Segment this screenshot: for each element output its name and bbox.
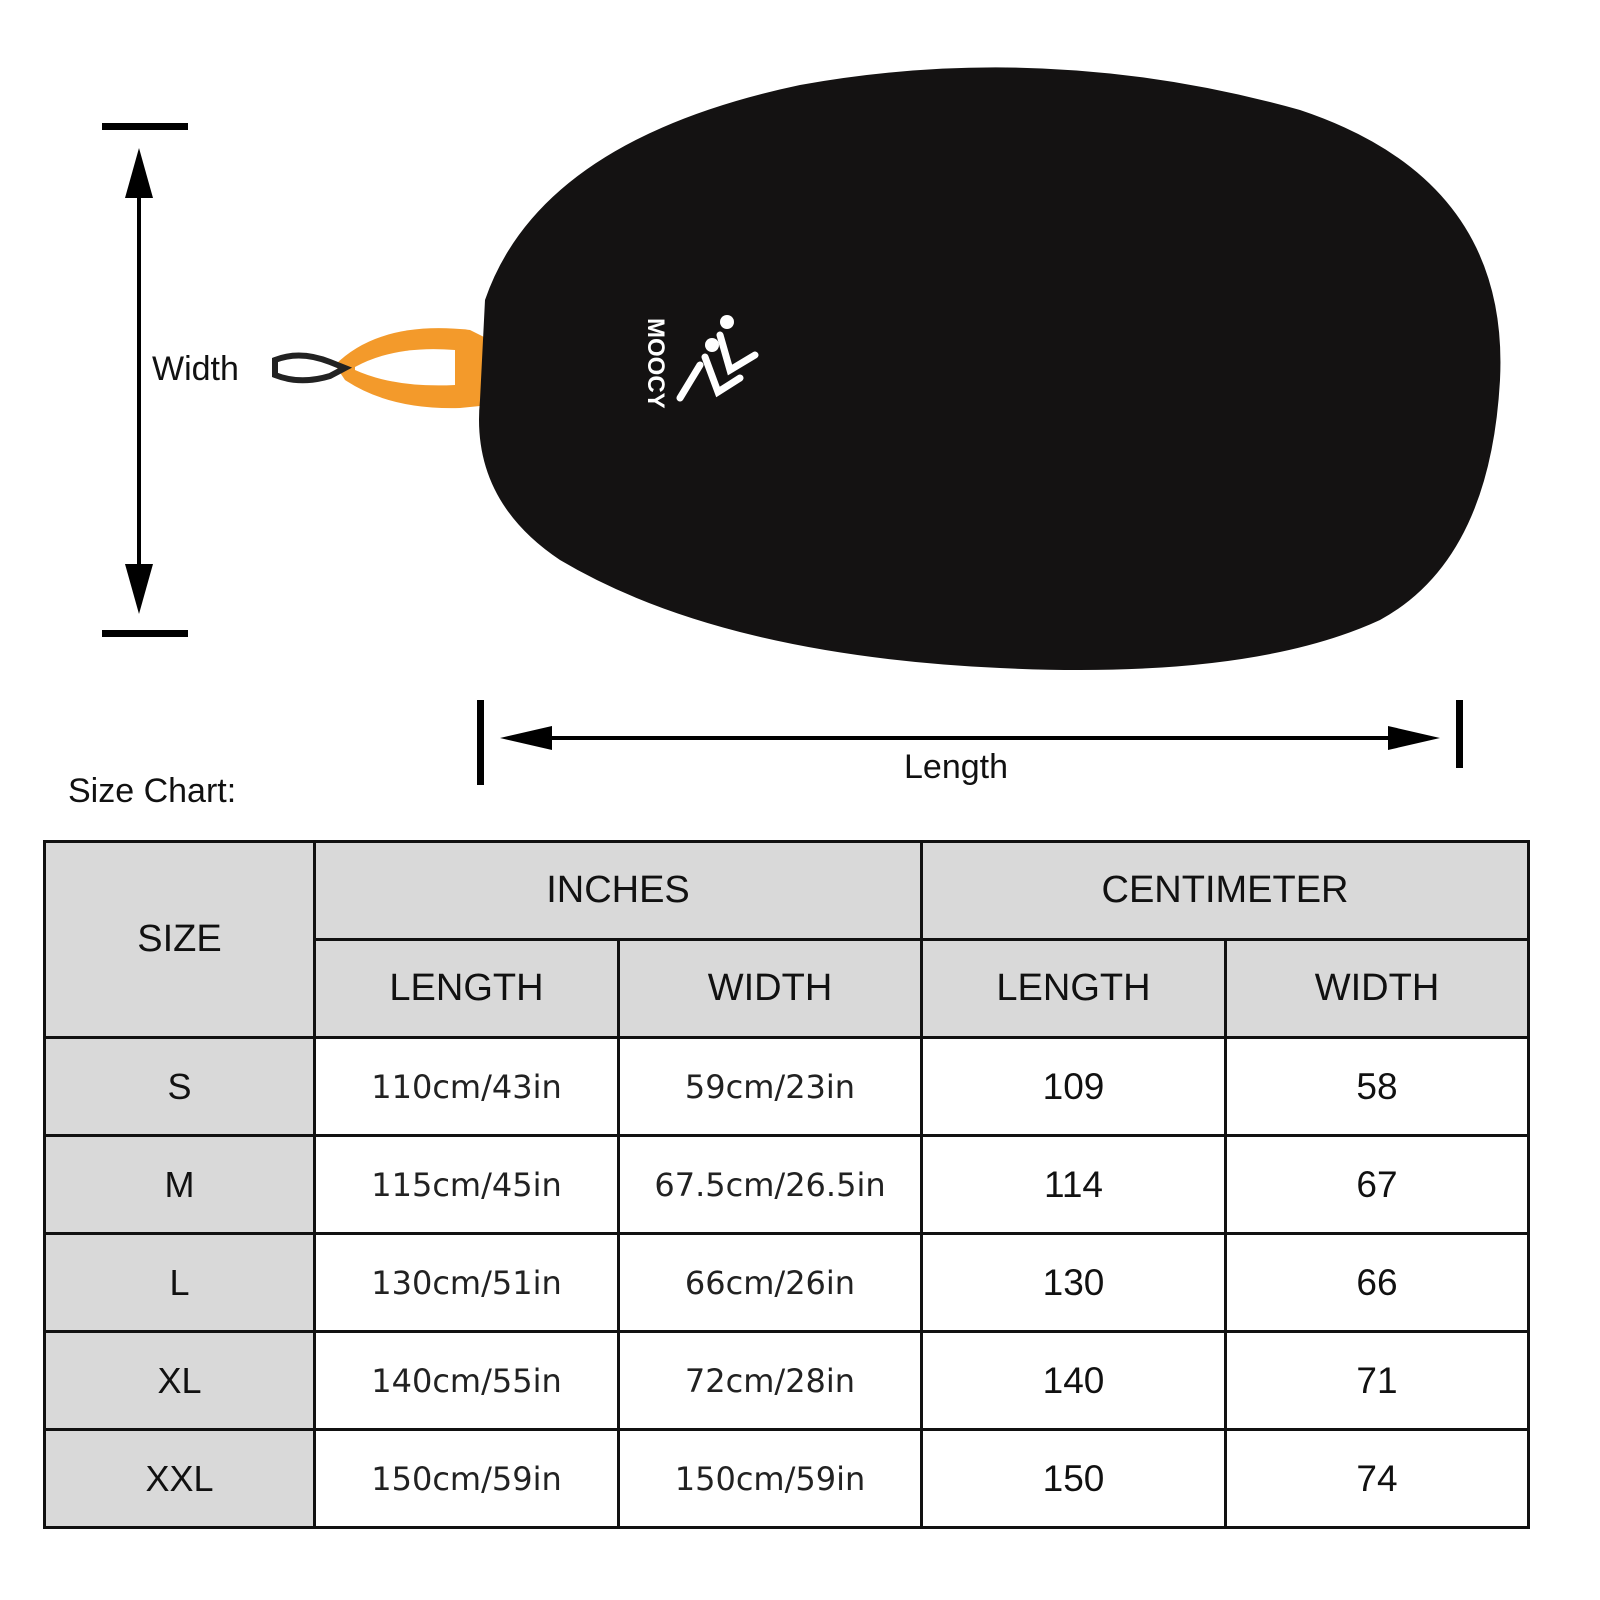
brand-logo: MOOCY	[642, 315, 759, 409]
inches-width-cell: 59cm/23in	[617, 1036, 923, 1137]
strap-and-clip	[272, 328, 490, 409]
cm-length-cell: 130	[920, 1232, 1227, 1333]
cm-length-cell: 109	[920, 1036, 1227, 1137]
cm-width-cell: 66	[1224, 1232, 1530, 1333]
length-label: Length	[904, 748, 1008, 786]
inches-length-cell: 150cm/59in	[313, 1428, 620, 1529]
cm-width-cell: 74	[1224, 1428, 1530, 1529]
cm-width-cell: 71	[1224, 1330, 1530, 1431]
inches-length-cell: 140cm/55in	[313, 1330, 620, 1431]
inches-width-cell: 150cm/59in	[617, 1428, 923, 1529]
inches-width-cell: 66cm/26in	[617, 1232, 923, 1333]
inches-length-cell: 130cm/51in	[313, 1232, 620, 1333]
inches-length-cell: 110cm/43in	[313, 1036, 620, 1137]
table-row: XL 140cm/55in 72cm/28in 140 71	[43, 1330, 1530, 1431]
header-inches-length: LENGTH	[313, 938, 620, 1039]
header-cm-length: LENGTH	[920, 938, 1227, 1039]
size-chart-label: Size Chart:	[68, 772, 237, 810]
cm-width-cell: 67	[1224, 1134, 1530, 1235]
size-cell: L	[43, 1232, 316, 1333]
table-row: XXL 150cm/59in 150cm/59in 150 74	[43, 1428, 1530, 1529]
header-centimeter: CENTIMETER	[920, 840, 1530, 941]
size-cell: XXL	[43, 1428, 316, 1529]
header-cm-width: WIDTH	[1224, 938, 1530, 1039]
header-inches: INCHES	[313, 840, 923, 941]
inches-length-cell: 115cm/45in	[313, 1134, 620, 1235]
inches-width-cell: 67.5cm/26.5in	[617, 1134, 923, 1235]
inches-width-cell: 72cm/28in	[617, 1330, 923, 1431]
table-row: M 115cm/45in 67.5cm/26.5in 114 67	[43, 1134, 1530, 1235]
size-chart-table: SIZE INCHES CENTIMETER LENGTH WIDTH LENG…	[43, 840, 1530, 1529]
cm-width-cell: 58	[1224, 1036, 1530, 1137]
width-dimension-arrow	[102, 123, 188, 637]
cockpit-cover	[479, 67, 1501, 671]
length-dimension-arrow	[477, 700, 1463, 785]
svg-text:MOOCY: MOOCY	[642, 318, 669, 409]
size-cell: S	[43, 1036, 316, 1137]
size-cell: M	[43, 1134, 316, 1235]
cm-length-cell: 140	[920, 1330, 1227, 1431]
width-label: Width	[152, 350, 239, 388]
product-illustration: MOOCY	[102, 67, 1501, 785]
cm-length-cell: 150	[920, 1428, 1227, 1529]
table-row: L 130cm/51in 66cm/26in 130 66	[43, 1232, 1530, 1333]
header-size: SIZE	[43, 840, 316, 1039]
table-row: S 110cm/43in 59cm/23in 109 58	[43, 1036, 1530, 1137]
cm-length-cell: 114	[920, 1134, 1227, 1235]
header-inches-width: WIDTH	[617, 938, 923, 1039]
size-cell: XL	[43, 1330, 316, 1431]
